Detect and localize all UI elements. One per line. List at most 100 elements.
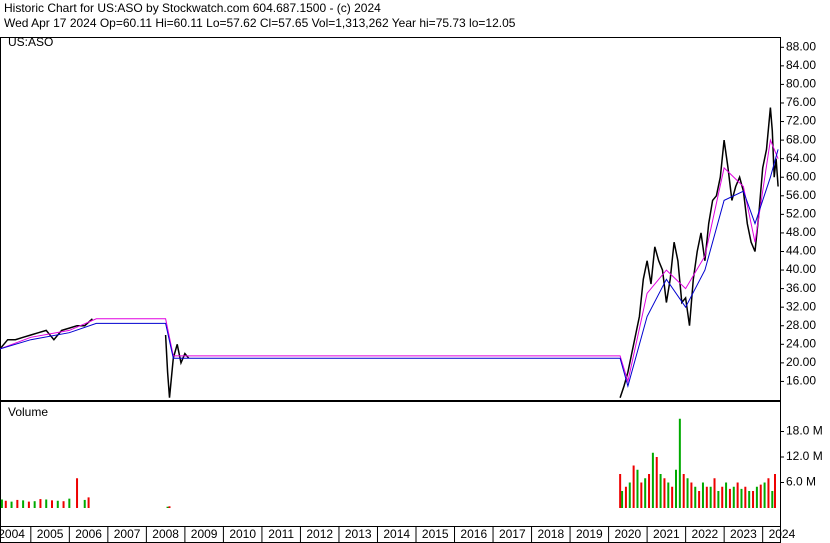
volume-bar xyxy=(744,486,747,508)
y-tick-label: 12.0 M xyxy=(786,449,823,463)
volume-bar xyxy=(0,499,3,508)
volume-bar xyxy=(752,491,755,508)
y-tick-label: 44.00 xyxy=(786,244,816,258)
y-tick-label: 24.00 xyxy=(786,336,816,350)
x-tick-label: 2018 xyxy=(537,527,564,541)
y-tick-label: 52.00 xyxy=(786,207,816,221)
x-tick-label: 2005 xyxy=(37,527,64,541)
volume-bar xyxy=(694,486,697,508)
volume-bar xyxy=(763,482,766,508)
volume-bar xyxy=(663,478,666,508)
x-tick-label: 2019 xyxy=(576,527,603,541)
volume-bar xyxy=(759,484,762,508)
x-tick-label: 2016 xyxy=(460,527,487,541)
volume-bar xyxy=(33,501,36,508)
y-tick-label: 18.0 M xyxy=(786,424,823,438)
x-tick-label: 2006 xyxy=(75,527,102,541)
volume-bar xyxy=(686,478,689,508)
volume-bar xyxy=(773,474,776,508)
volume-bar xyxy=(640,482,643,508)
x-tick-label: 2017 xyxy=(499,527,526,541)
x-tick-label: 2008 xyxy=(152,527,179,541)
y-tick-label: 68.00 xyxy=(786,132,816,146)
symbol-label: US:ASO xyxy=(8,35,53,49)
chart-subtitle: Wed Apr 17 2024 Op=60.11 Hi=60.11 Lo=57.… xyxy=(4,16,516,30)
volume-bar xyxy=(619,474,622,508)
y-tick-label: 6.0 M xyxy=(786,475,816,489)
y-tick-label: 84.00 xyxy=(786,58,816,72)
y-tick-label: 88.00 xyxy=(786,39,816,53)
volume-bar xyxy=(56,500,59,508)
y-tick-label: 28.00 xyxy=(786,318,816,332)
volume-bar xyxy=(725,482,728,508)
y-tick-label: 32.00 xyxy=(786,299,816,313)
volume-bar xyxy=(675,469,677,508)
volume-bar xyxy=(667,482,670,508)
y-tick-label: 80.00 xyxy=(786,77,816,91)
x-tick-label: 2007 xyxy=(114,527,141,541)
y-tick-label: 72.00 xyxy=(786,114,816,128)
volume-bar xyxy=(76,478,79,508)
x-tick-label: 2020 xyxy=(615,527,642,541)
volume-bar xyxy=(22,500,25,508)
x-tick-label: 2004 xyxy=(0,527,25,541)
volume-bar xyxy=(51,500,53,508)
volume-bar xyxy=(767,478,770,508)
volume-bar xyxy=(717,491,720,508)
x-tick-label: 2011 xyxy=(268,527,294,541)
volume-bar xyxy=(166,506,169,508)
y-tick-label: 64.00 xyxy=(786,151,816,165)
volume-bar xyxy=(636,469,639,508)
x-tick-label: 2023 xyxy=(730,527,757,541)
volume-bar xyxy=(651,452,654,508)
price-line xyxy=(0,138,779,384)
x-tick-label: 2014 xyxy=(383,527,410,541)
volume-bar xyxy=(701,482,704,508)
volume-bar xyxy=(682,474,685,508)
volume-bar xyxy=(698,491,701,508)
y-tick-label: 16.00 xyxy=(786,374,816,388)
volume-bar xyxy=(39,499,42,508)
x-tick-label: 2009 xyxy=(191,527,218,541)
volume-bar xyxy=(27,501,30,508)
y-tick-label: 40.00 xyxy=(786,262,816,276)
volume-bar xyxy=(644,478,647,508)
volume-label: Volume xyxy=(8,405,48,419)
volume-bar xyxy=(621,491,624,508)
volume-bar xyxy=(732,486,735,508)
volume-bar xyxy=(736,482,739,508)
x-tick-label: 2010 xyxy=(229,527,256,541)
volume-bar xyxy=(632,465,635,508)
y-tick-label: 20.00 xyxy=(786,355,816,369)
volume-bar xyxy=(83,499,86,508)
volume-bar xyxy=(624,486,627,508)
x-tick-label: 2022 xyxy=(692,527,719,541)
y-tick-label: 36.00 xyxy=(786,281,816,295)
volume-bar xyxy=(68,498,71,508)
volume-bar xyxy=(648,474,651,508)
volume-bar xyxy=(10,501,13,508)
volume-bar xyxy=(705,486,708,508)
x-tick-label: 2015 xyxy=(422,527,449,541)
volume-bar xyxy=(87,497,90,508)
volume-bar xyxy=(709,486,712,508)
volume-bar xyxy=(690,482,693,508)
volume-bar xyxy=(655,457,658,508)
volume-bar xyxy=(721,486,724,508)
volume-bar xyxy=(16,499,19,508)
volume-bar xyxy=(740,488,743,508)
volume-bar xyxy=(671,486,674,508)
y-tick-label: 56.00 xyxy=(786,188,816,202)
volume-bar xyxy=(748,491,751,508)
x-tick-label: 2013 xyxy=(345,527,372,541)
volume-bar xyxy=(168,506,171,508)
volume-bar xyxy=(45,499,48,508)
x-tick-label: 2012 xyxy=(306,527,333,541)
price-panel xyxy=(0,37,781,401)
x-tick-label: 2024 xyxy=(769,527,796,541)
volume-bar xyxy=(659,474,662,508)
volume-bar xyxy=(713,478,716,508)
